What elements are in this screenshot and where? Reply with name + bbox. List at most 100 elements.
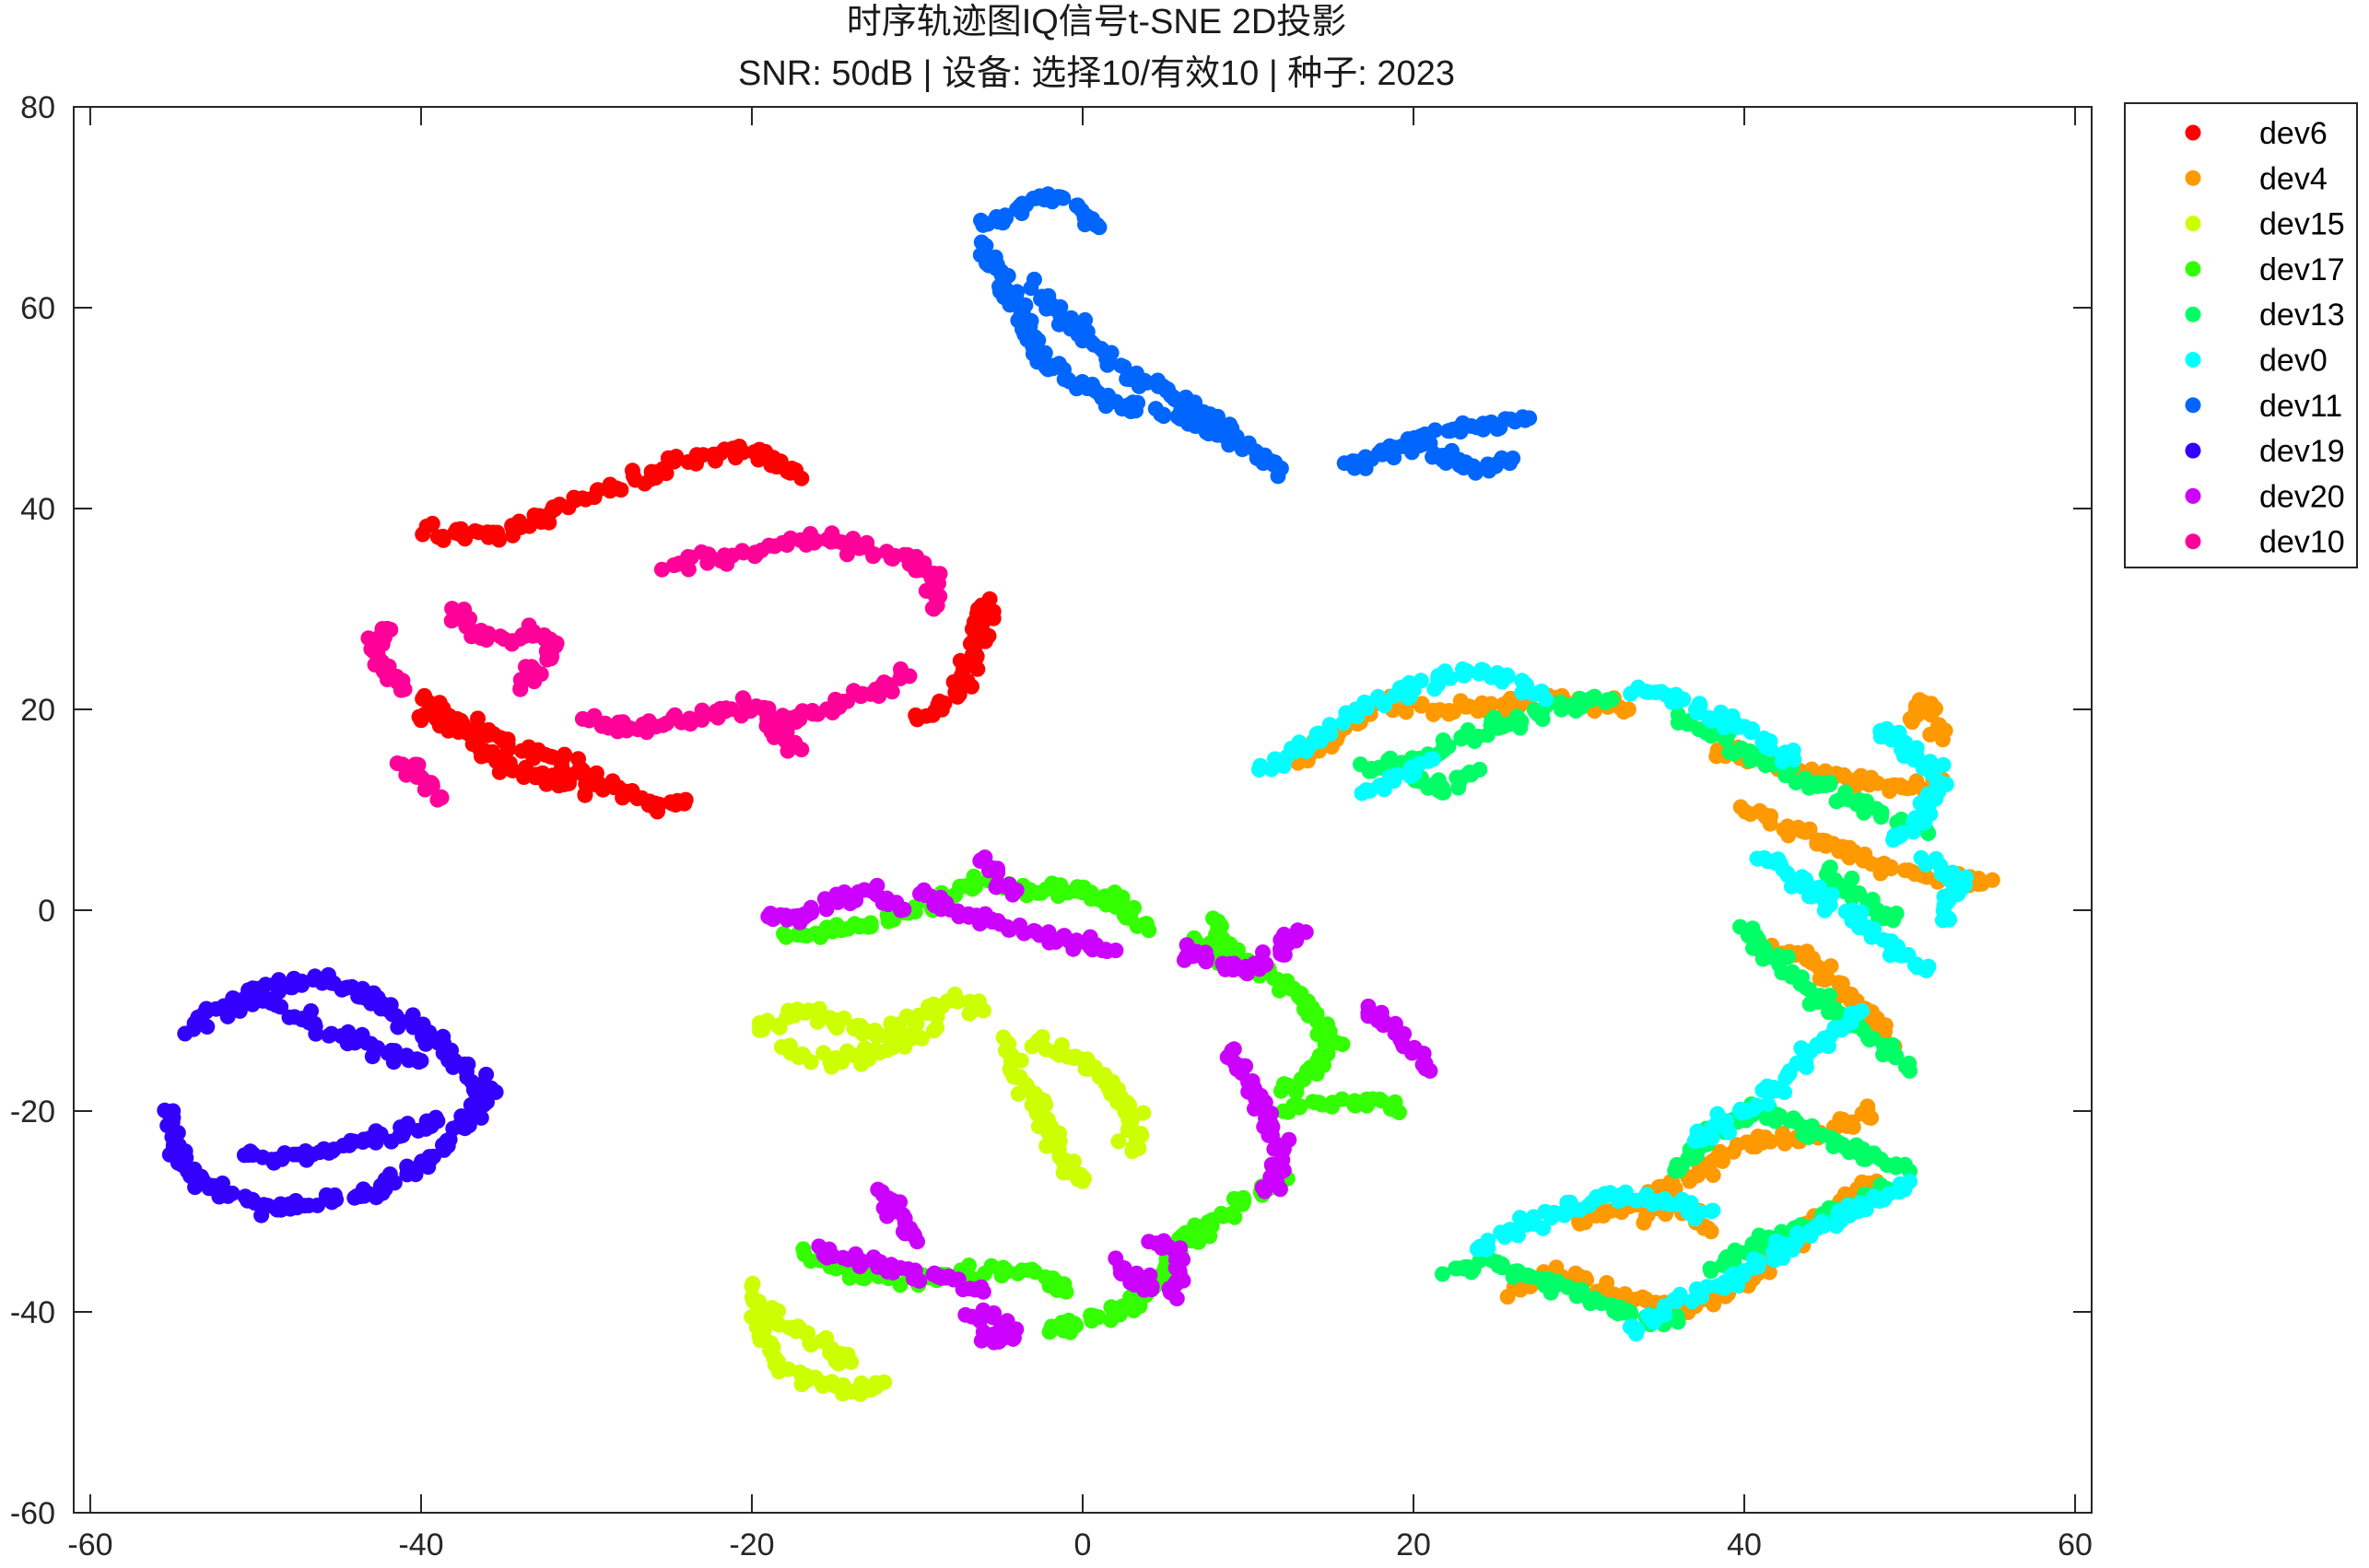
legend-marker (2185, 124, 2201, 141)
point (1258, 956, 1274, 973)
point (1704, 1120, 1719, 1137)
point (575, 763, 592, 778)
point (1902, 1173, 1917, 1189)
point (1702, 1260, 1718, 1277)
point (1200, 1214, 1216, 1231)
point (734, 444, 751, 461)
point (555, 750, 571, 766)
point (1762, 741, 1778, 757)
point (597, 715, 614, 731)
point (1407, 1043, 1423, 1059)
point (1288, 1084, 1305, 1101)
point (389, 755, 405, 771)
point (847, 916, 862, 932)
point (913, 1030, 930, 1047)
point (492, 628, 509, 645)
point (590, 482, 606, 498)
point (975, 1324, 991, 1340)
point (1751, 1239, 1767, 1255)
point (1097, 398, 1114, 415)
point (1466, 733, 1483, 749)
point (700, 546, 717, 563)
point (841, 1270, 858, 1286)
point (1552, 694, 1568, 710)
point (516, 769, 532, 785)
x-tick-label: -40 (398, 1527, 443, 1562)
series-dev11 (972, 186, 1538, 485)
point (1440, 738, 1457, 755)
point (1028, 1105, 1045, 1121)
point (1272, 460, 1289, 476)
point (1499, 667, 1516, 684)
point (964, 621, 980, 638)
point (932, 588, 948, 604)
point (1128, 403, 1143, 419)
series-dev20 (760, 849, 1438, 1351)
point (1617, 1184, 1634, 1200)
x-axis: -60 -40 -20 0 20 40 60 (67, 107, 2093, 1562)
point (964, 678, 979, 695)
point (1510, 1227, 1526, 1244)
point (1321, 717, 1338, 733)
point (1686, 1133, 1703, 1150)
point (1346, 706, 1363, 722)
series-dev10 (360, 525, 948, 808)
point (1723, 1267, 1740, 1283)
point (1027, 923, 1044, 940)
point (1172, 1240, 1189, 1257)
point (1790, 1229, 1807, 1246)
y-tick-label: 40 (20, 492, 55, 527)
point (1534, 711, 1551, 728)
point (454, 1119, 471, 1135)
point (1252, 757, 1269, 774)
point (835, 1249, 851, 1266)
point (1622, 1306, 1638, 1323)
point (1347, 1097, 1364, 1114)
x-tick-label: 0 (1074, 1527, 1092, 1562)
point (1010, 1085, 1026, 1102)
point (1934, 731, 1951, 748)
point (1742, 753, 1759, 769)
point (613, 482, 629, 498)
point (861, 919, 876, 935)
point (1065, 941, 1082, 957)
point (1779, 865, 1796, 882)
point (1110, 1133, 1127, 1150)
point (1422, 752, 1438, 767)
point (793, 470, 810, 486)
y-tick-label: 80 (20, 90, 55, 125)
point (365, 643, 381, 660)
y-tick-label: 0 (38, 894, 55, 929)
point (677, 791, 694, 808)
point (1004, 293, 1021, 310)
point (1703, 1223, 1719, 1240)
point (1269, 1177, 1285, 1194)
legend-marker (2185, 261, 2201, 277)
point (809, 1013, 826, 1030)
point (1141, 922, 1157, 939)
point (1775, 1125, 1791, 1141)
point (1571, 1213, 1587, 1230)
point (975, 1283, 991, 1300)
point (1480, 1233, 1496, 1248)
point (909, 711, 925, 728)
legend-label: dev6 (2259, 116, 2328, 151)
point (1906, 813, 1922, 830)
point (1587, 688, 1602, 705)
point (281, 1009, 298, 1025)
x-tick-label: -60 (67, 1527, 112, 1562)
point (1024, 1261, 1040, 1278)
point (1226, 1209, 1243, 1225)
point (859, 534, 875, 551)
y-tick-label: -20 (10, 1094, 55, 1129)
point (949, 688, 966, 705)
point (836, 884, 852, 900)
point (273, 1201, 289, 1218)
point (1084, 1307, 1100, 1324)
point (797, 1004, 814, 1021)
point (274, 976, 290, 992)
point (1275, 1162, 1292, 1178)
point (1225, 962, 1241, 978)
series-dev0 (1250, 661, 1974, 1342)
point (1691, 699, 1707, 716)
